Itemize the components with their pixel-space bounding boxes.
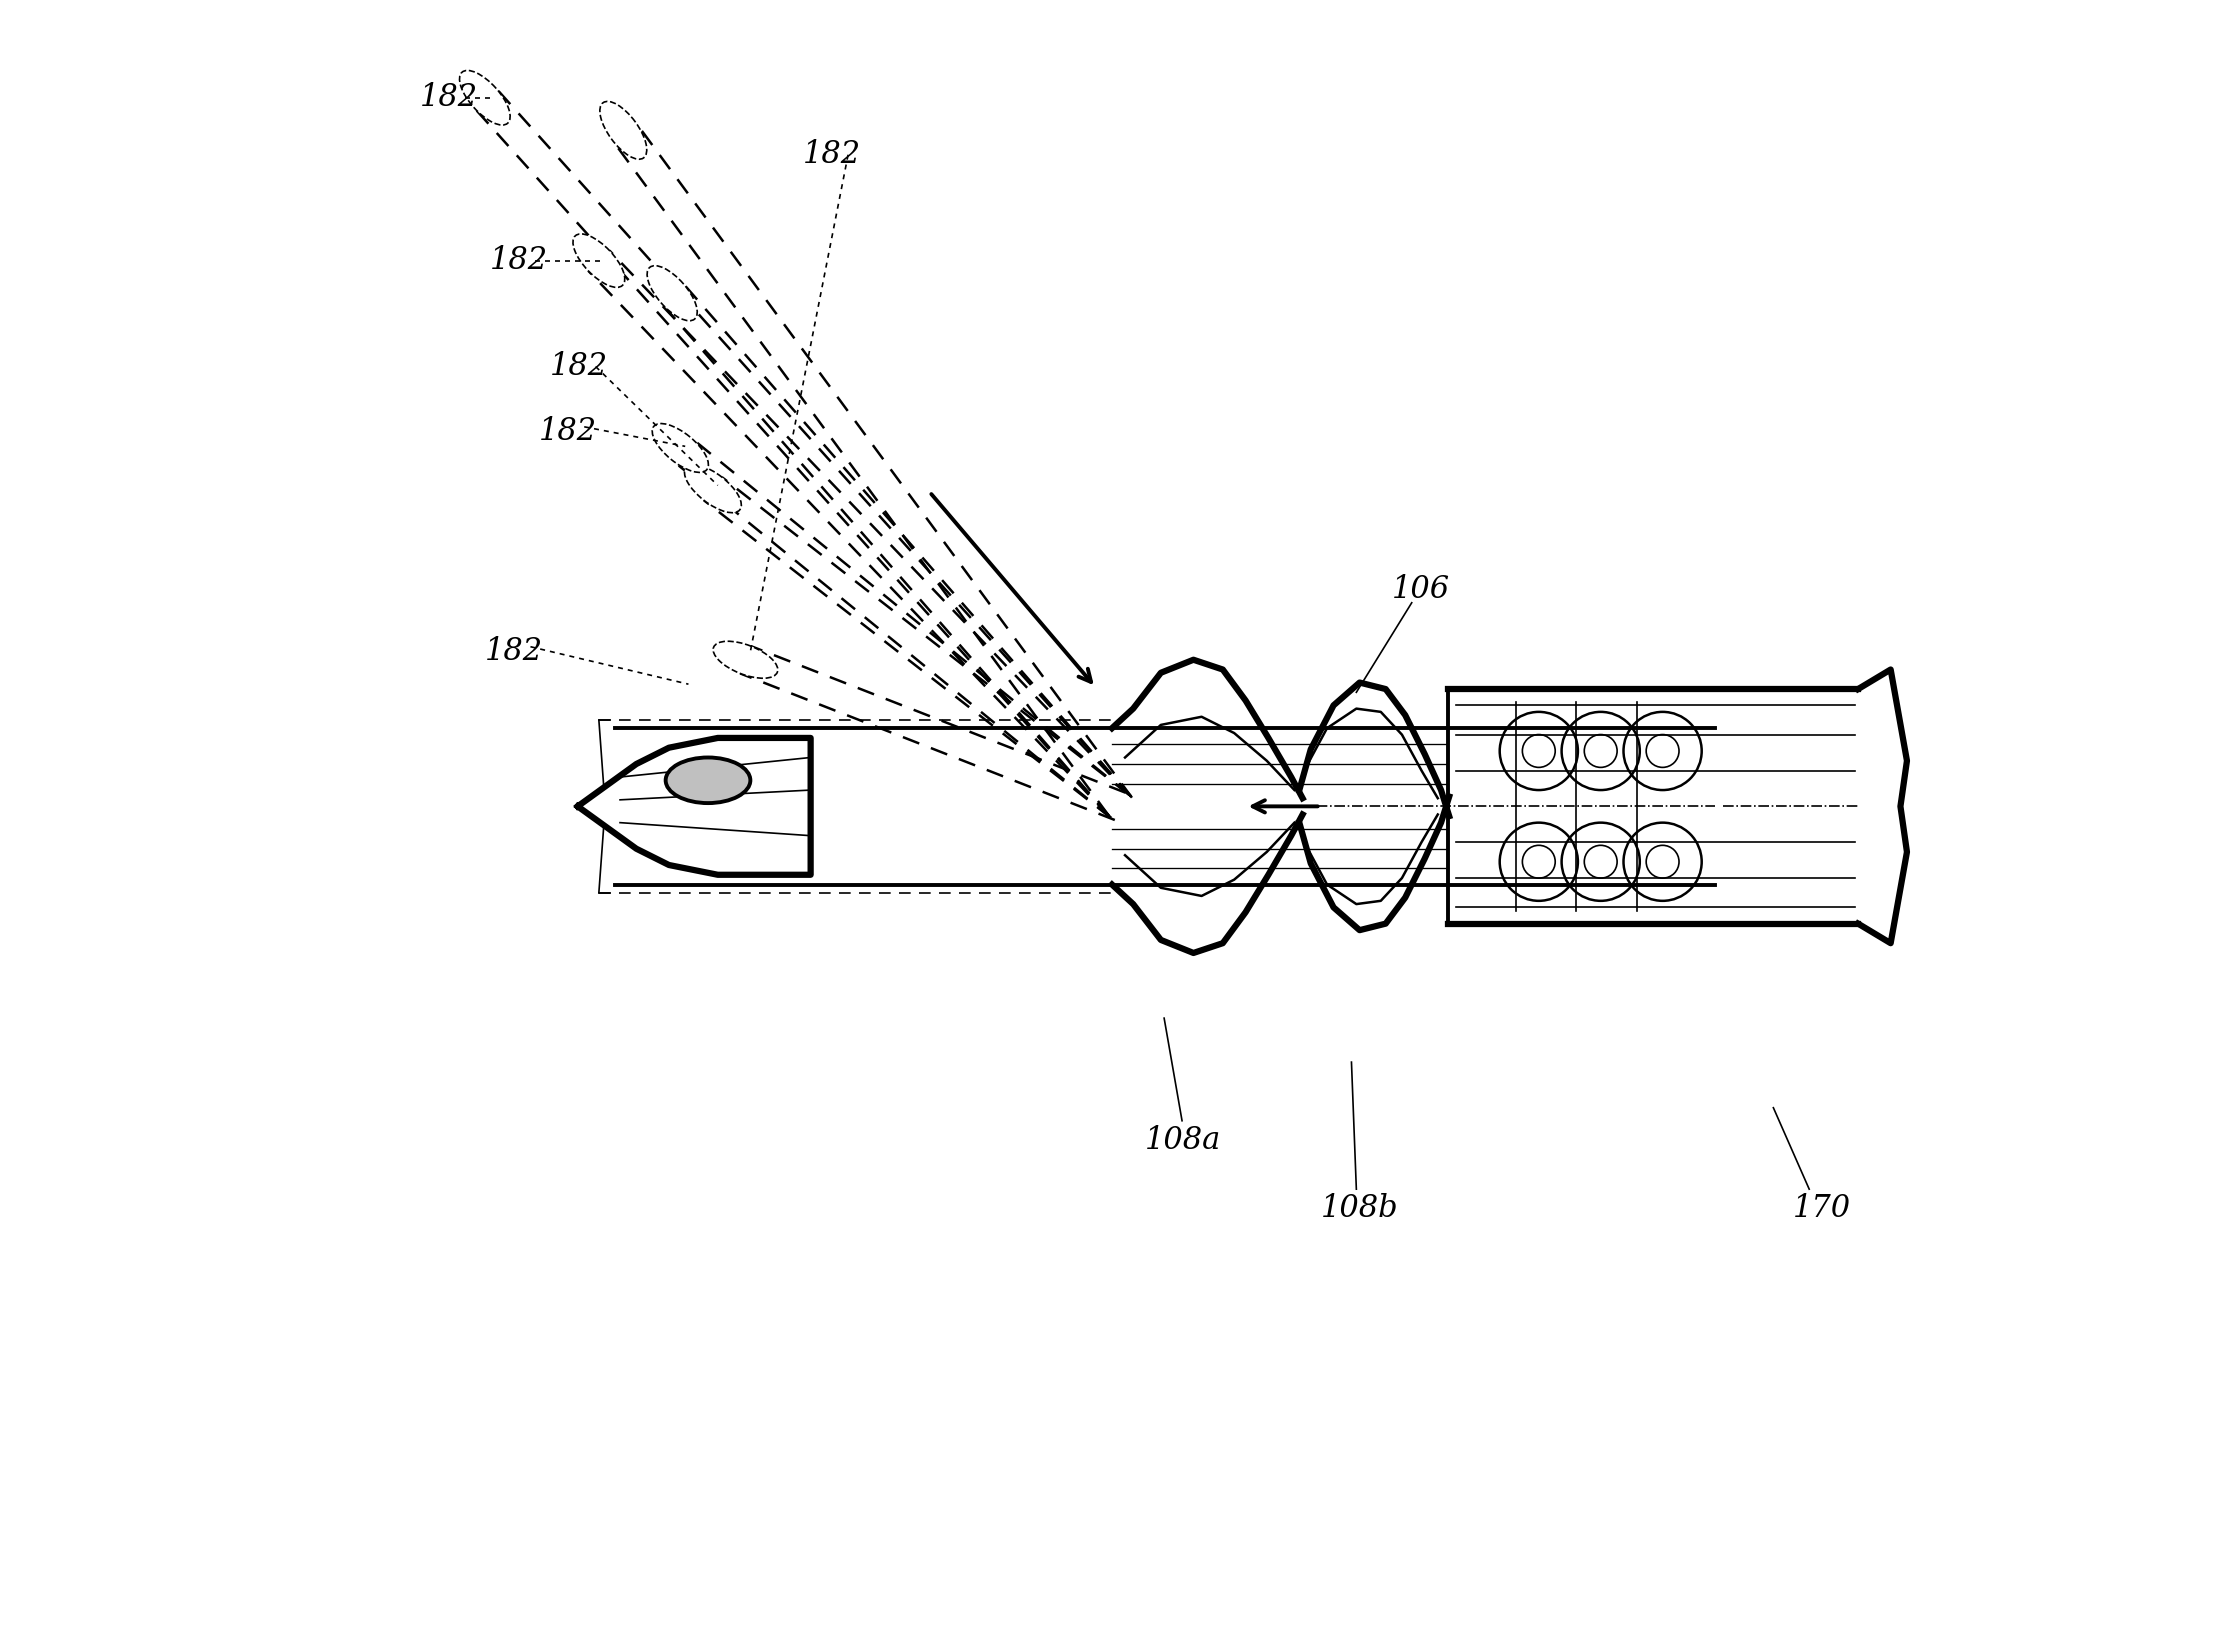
- Text: 170: 170: [1793, 1192, 1850, 1225]
- Text: 182: 182: [549, 350, 607, 383]
- Text: 108a: 108a: [1145, 1124, 1221, 1157]
- Text: 182: 182: [538, 415, 596, 448]
- Ellipse shape: [714, 642, 778, 678]
- Ellipse shape: [652, 424, 709, 472]
- Polygon shape: [578, 738, 810, 875]
- Text: 182: 182: [420, 81, 478, 114]
- Ellipse shape: [574, 235, 625, 287]
- Text: 182: 182: [485, 635, 543, 668]
- Ellipse shape: [685, 464, 741, 513]
- Text: 106: 106: [1392, 573, 1450, 606]
- Ellipse shape: [665, 757, 749, 803]
- Ellipse shape: [647, 266, 698, 321]
- Text: 108b: 108b: [1321, 1192, 1399, 1225]
- Ellipse shape: [600, 101, 647, 160]
- Text: 182: 182: [803, 138, 861, 171]
- Text: 182: 182: [489, 244, 547, 277]
- Ellipse shape: [460, 70, 509, 125]
